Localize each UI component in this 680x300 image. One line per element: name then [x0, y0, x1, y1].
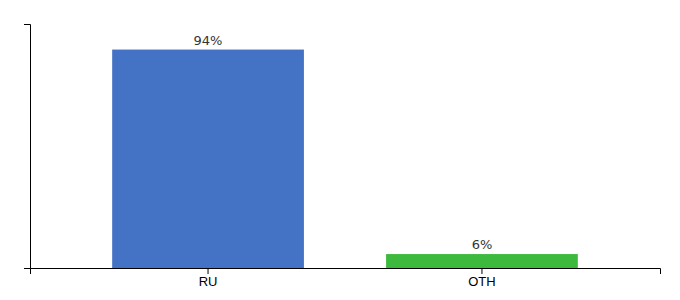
plot: RU OTH 94% 6%	[24, 25, 661, 290]
x-axis-line	[31, 269, 661, 275]
y-axis-line	[24, 25, 31, 269]
data-label: 94%	[194, 33, 223, 48]
x-tick-label: RU	[199, 274, 218, 289]
chart-container: RU OTH 94% 6%	[0, 0, 680, 300]
data-labels: 94% 6%	[194, 33, 493, 252]
chart-svg: RU OTH 94% 6%	[0, 0, 680, 300]
y-axis	[24, 25, 31, 269]
bars	[112, 50, 578, 268]
bar	[112, 50, 304, 268]
x-tick: RU	[199, 268, 218, 289]
x-tick-label: OTH	[468, 274, 495, 289]
data-label: 6%	[472, 237, 493, 252]
x-tick-mark	[208, 268, 209, 274]
x-tick: OTH	[468, 268, 495, 289]
x-tick-mark	[481, 268, 482, 274]
x-axis: RU OTH	[31, 268, 661, 289]
bar	[386, 254, 578, 268]
